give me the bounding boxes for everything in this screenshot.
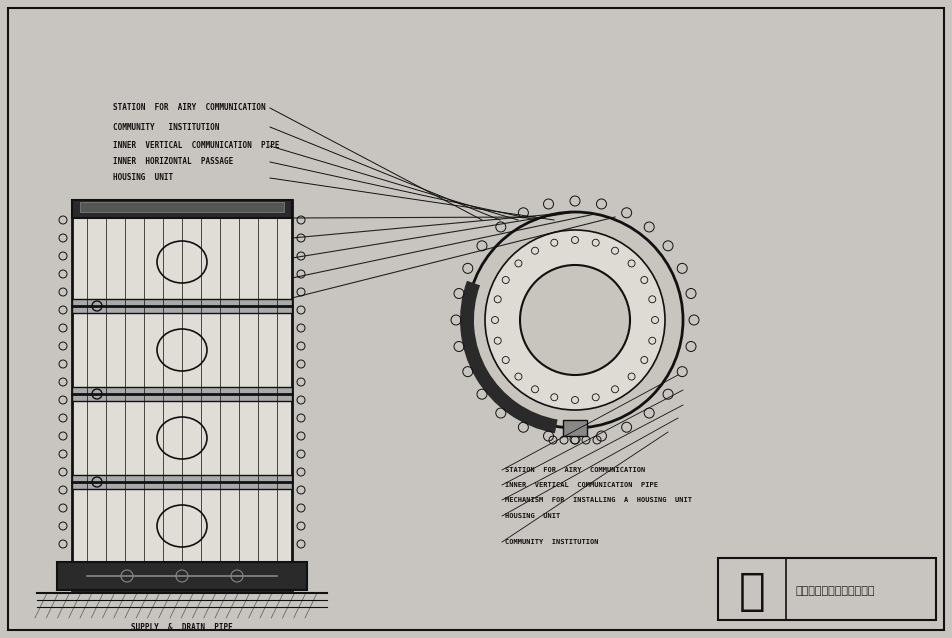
Text: HOUSING  UNIT: HOUSING UNIT bbox=[113, 174, 173, 182]
Text: MECHANISM  FOR  INSTALLING  A  HOUSING  UNIT: MECHANISM FOR INSTALLING A HOUSING UNIT bbox=[505, 497, 692, 503]
Text: タケ・ガタ・コミュニティ: タケ・ガタ・コミュニティ bbox=[796, 586, 876, 596]
Text: STATION  FOR  AIRY  COMMUNICATION: STATION FOR AIRY COMMUNICATION bbox=[505, 467, 645, 473]
Bar bbox=[72, 387, 292, 401]
Text: COMMUNITY  INSTITUTION: COMMUNITY INSTITUTION bbox=[505, 539, 599, 545]
Text: HOUSING  UNIT: HOUSING UNIT bbox=[505, 513, 560, 519]
Bar bbox=[72, 200, 292, 590]
Text: STATION  FOR  AIRY  COMMUNICATION: STATION FOR AIRY COMMUNICATION bbox=[113, 103, 266, 112]
Text: INNER  VERTICAL  COMMUNICATION  PIPE: INNER VERTICAL COMMUNICATION PIPE bbox=[113, 142, 280, 151]
Bar bbox=[718, 558, 936, 620]
Circle shape bbox=[520, 265, 630, 375]
Text: COMMUNITY   INSTITUTION: COMMUNITY INSTITUTION bbox=[113, 122, 219, 131]
Bar bbox=[57, 562, 307, 590]
Bar bbox=[80, 202, 284, 212]
Circle shape bbox=[485, 230, 665, 410]
Circle shape bbox=[467, 212, 683, 428]
Text: SUPPLY  &  DRAIN  PIPE: SUPPLY & DRAIN PIPE bbox=[131, 623, 233, 632]
Bar bbox=[72, 475, 292, 489]
Bar bbox=[72, 200, 292, 218]
Text: INNER  VERTICAL  COMMUNICATION  PIPE: INNER VERTICAL COMMUNICATION PIPE bbox=[505, 482, 658, 488]
Bar bbox=[563, 420, 587, 436]
Text: 竹: 竹 bbox=[739, 570, 765, 612]
Bar bbox=[72, 299, 292, 313]
Text: INNER  HORIZONTAL  PASSAGE: INNER HORIZONTAL PASSAGE bbox=[113, 158, 233, 167]
